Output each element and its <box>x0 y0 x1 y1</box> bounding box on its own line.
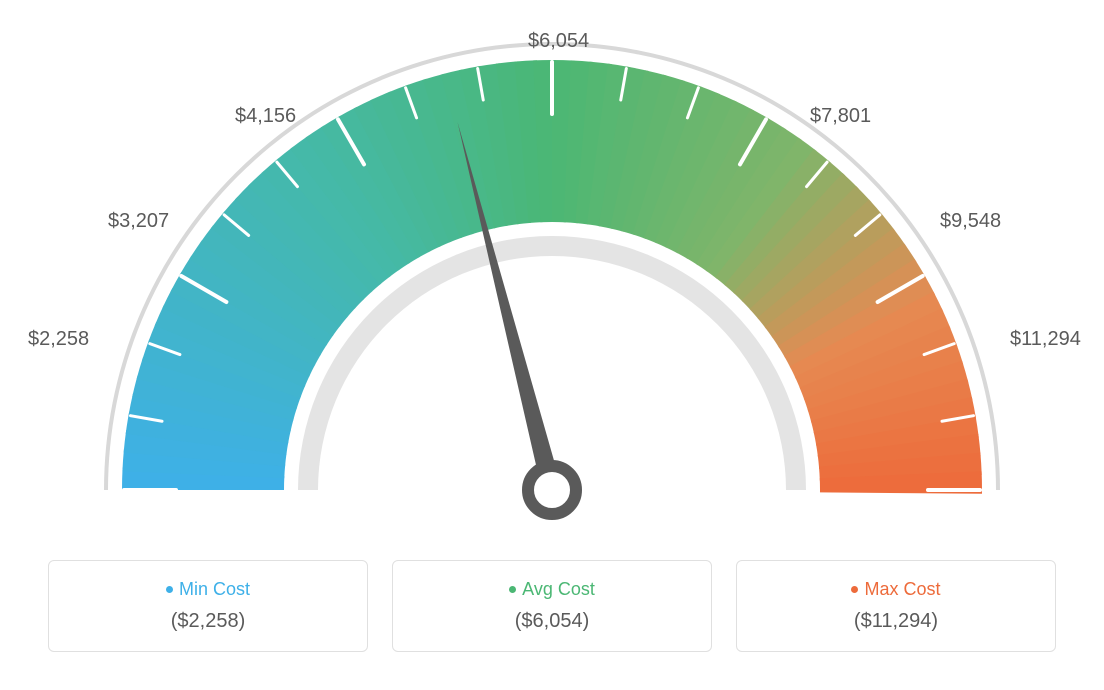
gauge-tick-label: $11,294 <box>1010 328 1081 351</box>
gauge-tick-label: $9,548 <box>940 210 1001 233</box>
legend-card: Max Cost ($11,294) <box>736 560 1056 652</box>
gauge-chart: $2,258 $3,207 $4,156 $6,054 $7,801 $9,548 $11,… <box>20 20 1084 540</box>
legend-dot-icon <box>166 586 173 593</box>
legend-title-text: Max Cost <box>864 579 940 599</box>
legend-card-title: Max Cost <box>757 579 1035 600</box>
legend-row: Min Cost ($2,258) Avg Cost ($6,054) Max Cost… <box>20 560 1084 652</box>
legend-title-text: Min Cost <box>179 579 250 599</box>
gauge-tick-label: $2,258 <box>28 328 89 351</box>
legend-card-title: Avg Cost <box>413 579 691 600</box>
gauge-tick-label: $4,156 <box>235 105 296 128</box>
gauge-needle-hub <box>528 466 576 514</box>
legend-card-title: Min Cost <box>69 579 347 600</box>
gauge-svg <box>20 20 1084 540</box>
legend-card-value: ($11,294) <box>757 610 1035 633</box>
gauge-tick-label: $7,801 <box>810 105 871 128</box>
legend-dot-icon <box>509 586 516 593</box>
legend-dot-icon <box>851 586 858 593</box>
legend-card-value: ($6,054) <box>413 610 691 633</box>
legend-card-value: ($2,258) <box>69 610 347 633</box>
legend-card: Min Cost ($2,258) <box>48 560 368 652</box>
gauge-tick-label: $3,207 <box>108 210 169 233</box>
legend-title-text: Avg Cost <box>522 579 595 599</box>
legend-card: Avg Cost ($6,054) <box>392 560 712 652</box>
gauge-tick-label: $6,054 <box>528 30 589 53</box>
